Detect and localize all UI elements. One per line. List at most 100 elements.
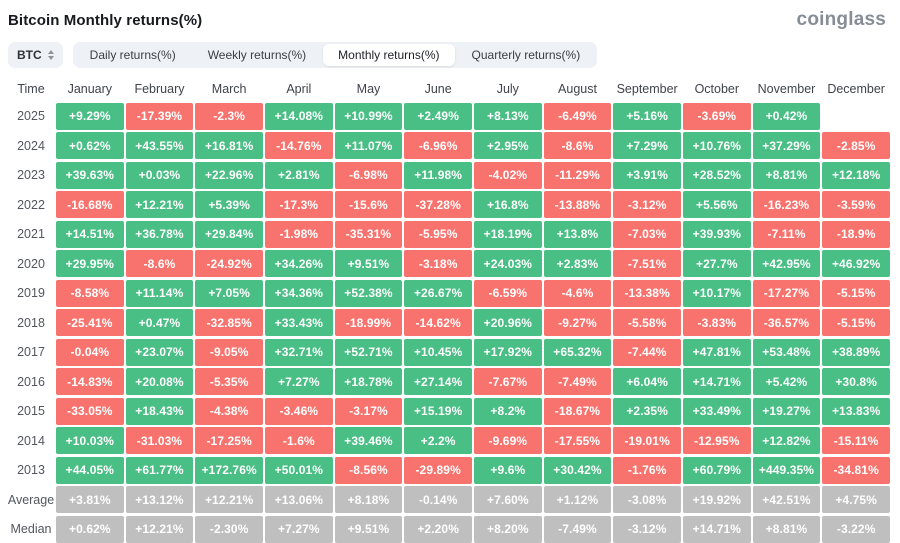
return-cell: +14.71% (682, 515, 751, 543)
month-column-header: November (757, 82, 816, 96)
return-cell: +12.21% (195, 486, 263, 513)
return-cell: +8.20% (473, 515, 542, 543)
return-cell: -13.88% (543, 191, 612, 218)
symbol-select-value: BTC (17, 48, 42, 62)
return-cell: +52.38% (334, 279, 403, 307)
return-cell: -4.02% (473, 161, 542, 189)
return-cell: +16.81% (195, 132, 263, 159)
return-cell: -14.62% (404, 309, 472, 336)
return-cell: +47.81% (682, 338, 751, 366)
tab-quarterly-returns[interactable]: Quarterly returns(%) (457, 44, 596, 66)
return-cell: +16.8% (473, 191, 542, 218)
return-cell: -13.38% (613, 279, 681, 307)
return-cell: +53.48% (752, 338, 821, 366)
return-cell: +7.29% (613, 132, 681, 159)
return-cell: -8.58% (56, 279, 124, 307)
return-cell: +13.8% (543, 220, 612, 248)
return-cell: +2.81% (264, 161, 333, 189)
row-label: 2022 (17, 197, 45, 212)
return-cell: -17.27% (752, 279, 821, 307)
return-cell: -1.6% (264, 427, 333, 454)
return-cell: -16.23% (752, 191, 821, 218)
return-cell: +33.49% (682, 397, 751, 425)
return-cell: +8.81% (752, 515, 821, 543)
month-column-header: September (616, 82, 678, 96)
top-bar: Bitcoin Monthly returns(%) coinglass (8, 6, 890, 34)
return-cell: +0.62% (56, 515, 124, 543)
return-cell: +5.56% (682, 191, 751, 218)
return-cell: +61.77% (125, 456, 194, 484)
return-cell: -3.22% (822, 515, 890, 543)
return-cell: +30.8% (822, 368, 890, 395)
return-cell: -8.6% (125, 250, 194, 277)
return-cell: -9.69% (473, 427, 542, 454)
return-cell: -34.81% (822, 456, 890, 484)
return-cell: -14.83% (56, 368, 124, 395)
return-cell: -5.35% (195, 368, 263, 395)
return-cell: -19.01% (613, 427, 681, 454)
return-cell: +60.79% (682, 456, 751, 484)
return-cell: +10.76% (682, 132, 751, 159)
return-cell: -33.05% (56, 397, 124, 425)
return-cell: +11.07% (334, 132, 403, 159)
return-cell: -36.57% (752, 309, 821, 336)
return-cell: -18.99% (334, 309, 403, 336)
return-cell: -7.03% (613, 220, 681, 248)
page-title: Bitcoin Monthly returns(%) (8, 11, 203, 29)
return-cell: +22.96% (195, 161, 263, 189)
return-cell: +43.55% (125, 132, 194, 159)
tab-weekly-returns[interactable]: Weekly returns(%) (193, 44, 321, 66)
return-cell: +52.71% (334, 338, 403, 366)
month-column-header: April (286, 82, 312, 96)
return-cell: -6.96% (404, 132, 472, 159)
return-cell: -2.30% (195, 515, 263, 543)
return-cell: -15.11% (822, 427, 890, 454)
return-cell: +2.83% (543, 250, 612, 277)
symbol-select[interactable]: BTC (8, 42, 63, 68)
return-cell: -14.76% (264, 132, 333, 159)
return-cell: +1.12% (543, 486, 612, 513)
row-label: 2016 (17, 374, 45, 389)
return-cell: +19.27% (752, 397, 821, 425)
coinglass-logo: coinglass (796, 9, 886, 30)
tab-daily-returns[interactable]: Daily returns(%) (75, 44, 191, 66)
return-cell: +27.14% (404, 368, 472, 395)
return-cell: +5.39% (195, 191, 263, 218)
return-cell: +10.99% (334, 102, 403, 130)
return-cell: -7.67% (473, 368, 542, 395)
return-cell: -8.56% (334, 456, 403, 484)
return-cell: -1.76% (613, 456, 681, 484)
return-cell: +65.32% (543, 338, 612, 366)
return-cell: +17.92% (473, 338, 542, 366)
return-cell: -3.69% (682, 102, 751, 130)
return-cell: -6.59% (473, 279, 542, 307)
return-cell: -5.15% (822, 309, 890, 336)
return-cell: -3.12% (613, 515, 681, 543)
return-cell: -1.98% (264, 220, 333, 248)
return-cell: -16.68% (56, 191, 124, 218)
return-cell: +13.83% (822, 397, 890, 425)
return-cell: +9.51% (334, 515, 403, 543)
return-cell: -18.67% (543, 397, 612, 425)
return-cell: -8.6% (543, 132, 612, 159)
month-column-header: June (424, 82, 452, 96)
return-cell: +4.75% (822, 486, 890, 513)
return-cell: +18.78% (334, 368, 403, 395)
return-cell: +42.51% (752, 486, 821, 513)
return-cell: +34.36% (264, 279, 333, 307)
month-column-header: March (211, 82, 247, 96)
return-cell: -5.95% (404, 220, 472, 248)
row-label: 2025 (17, 109, 45, 123)
return-cell: -29.89% (404, 456, 472, 484)
return-cell: -7.11% (752, 220, 821, 248)
row-label: Median (10, 522, 52, 536)
tab-monthly-returns[interactable]: Monthly returns(%) (323, 44, 455, 66)
return-cell: +20.08% (125, 368, 194, 395)
return-cell: +39.46% (334, 427, 403, 454)
return-cell: +36.78% (125, 220, 194, 248)
return-cell: -31.03% (125, 427, 194, 454)
return-cell: -3.08% (613, 486, 681, 513)
return-cell: -17.39% (125, 102, 194, 130)
month-column-header: May (356, 82, 381, 96)
return-cell: +12.18% (822, 161, 890, 189)
